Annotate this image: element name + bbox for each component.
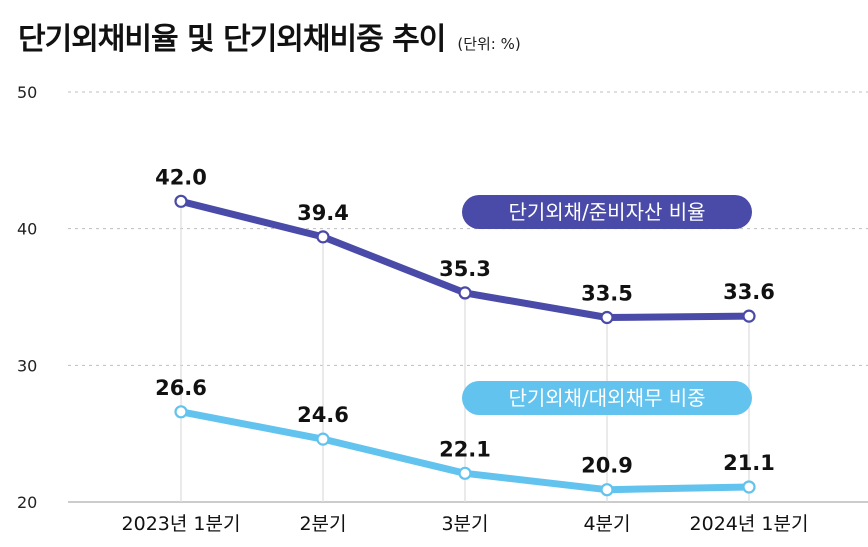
unit-label: (단위: %) xyxy=(457,35,521,53)
data-point xyxy=(174,194,188,208)
data-point xyxy=(174,405,188,419)
data-label: 24.6 xyxy=(297,403,349,427)
legend-label: 단기외채/준비자산 비율 xyxy=(508,200,705,224)
data-label: 33.5 xyxy=(581,282,633,306)
data-label: 21.1 xyxy=(723,451,775,475)
data-label: 39.4 xyxy=(297,201,349,225)
legend-label: 단기외채/대외채무 비중 xyxy=(508,386,705,410)
data-label: 42.0 xyxy=(155,165,207,189)
y-tick-label: 20 xyxy=(17,493,37,512)
legend-pill xyxy=(462,195,752,229)
legend-pill xyxy=(462,381,752,415)
legend-item-1: 단기외채/준비자산 비율 xyxy=(462,195,752,229)
data-point xyxy=(600,483,614,497)
series xyxy=(174,194,756,497)
x-axis-categories: 2023년 1분기 2분기 3분기 4분기 2024년 1분기 xyxy=(122,513,809,535)
x-category-label: 2024년 1분기 xyxy=(690,513,809,535)
data-label: 26.6 xyxy=(155,376,207,400)
data-label: 22.1 xyxy=(439,437,491,461)
data-point xyxy=(742,480,756,494)
y-tick-label: 40 xyxy=(17,220,37,239)
data-labels: 42.0 39.4 35.3 33.5 33.6 26.6 24.6 22.1 20.9 21.1 xyxy=(155,165,775,477)
data-point xyxy=(316,230,330,244)
data-point xyxy=(458,466,472,480)
title-area: 단기외채비율 및 단기외채비중 추이 (단위: %) xyxy=(18,14,521,58)
legend-item-2: 단기외채/대외채무 비중 xyxy=(462,381,752,415)
x-category-label: 2023년 1분기 xyxy=(122,513,241,535)
x-category-label: 2분기 xyxy=(299,513,346,535)
data-label: 33.6 xyxy=(723,280,775,304)
y-tick-label: 30 xyxy=(17,356,37,375)
data-point xyxy=(316,432,330,446)
data-label: 35.3 xyxy=(439,257,491,281)
chart-title: 단기외채비율 및 단기외채비중 추이 xyxy=(18,22,446,57)
data-point xyxy=(600,310,614,325)
x-category-label: 3분기 xyxy=(441,513,488,535)
data-point xyxy=(458,286,472,300)
data-label: 20.9 xyxy=(581,454,633,478)
x-category-label: 4분기 xyxy=(583,513,630,535)
data-point xyxy=(742,309,756,323)
y-tick-label: 50 xyxy=(17,83,37,102)
y-axis-ticks: 50 40 30 20 xyxy=(17,83,37,512)
